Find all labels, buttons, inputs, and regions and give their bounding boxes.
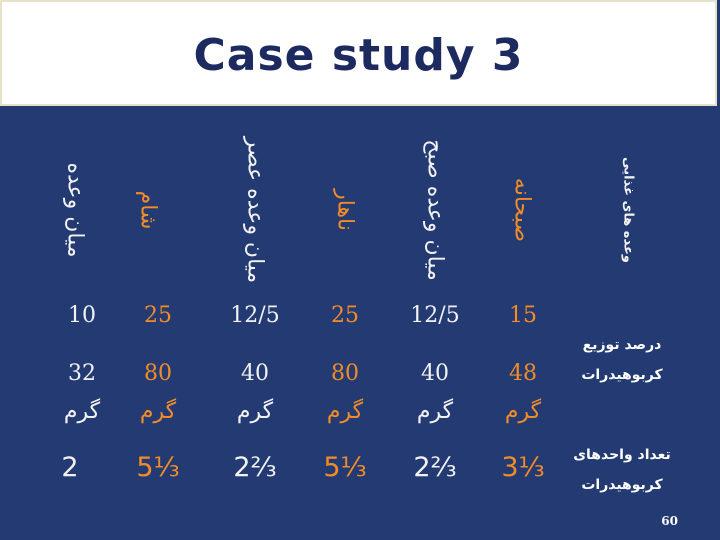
percent-afternoon-snack: 12/5: [230, 303, 280, 328]
grams-afternoon-snack: 40: [241, 361, 269, 386]
units-lunch: 5⅓: [323, 452, 367, 483]
row-label-distribution-line2: کربوهیدرات: [581, 367, 663, 383]
percent-dinner: 25: [144, 303, 172, 328]
header-afternoon-snack: میان وعده عصر: [225, 136, 285, 284]
unit-breakfast: گرم: [504, 399, 542, 424]
grams-morning-snack: 40: [421, 361, 449, 386]
header-dinner: شام: [118, 140, 178, 280]
unit-afternoon-snack: گرم: [236, 399, 274, 424]
row-label-units: تعداد واحدهای کربوهیدرات: [552, 440, 692, 500]
header-lunch-text: ناهار: [332, 189, 358, 231]
header-meals: وعده های غذایی: [597, 140, 657, 280]
percent-morning-snack: 12/5: [410, 303, 460, 328]
row-label-units-line2: کربوهیدرات: [581, 477, 663, 493]
row-label-distribution: درصد توزیع کربوهیدرات: [552, 330, 692, 390]
units-afternoon-snack: 2⅔: [233, 452, 277, 483]
unit-morning-snack: گرم: [416, 399, 454, 424]
unit-dinner: گرم: [139, 399, 177, 424]
slide-title: Case study 3: [193, 30, 524, 81]
header-morning-snack: میان وعده صبح: [405, 139, 465, 281]
header-breakfast-text: صبحانه: [509, 177, 535, 243]
percent-breakfast: 15: [509, 303, 537, 328]
row-label-distribution-line1: درصد توزیع: [582, 337, 662, 353]
grams-breakfast: 48: [509, 361, 537, 386]
grams-snack: 32: [68, 361, 96, 386]
header-meals-text: وعده های غذایی: [620, 157, 636, 263]
header-afternoon-snack-text: میان وعده عصر: [242, 136, 268, 284]
title-box: Case study 3: [0, 0, 717, 106]
units-dinner: 5⅓: [136, 452, 180, 483]
header-dinner-text: شام: [135, 190, 161, 230]
header-morning-snack-text: میان وعده صبح: [422, 139, 448, 281]
header-lunch: ناهار: [315, 140, 375, 280]
page-number: 60: [661, 514, 678, 528]
header-breakfast: صبحانه: [492, 140, 552, 280]
unit-lunch: گرم: [326, 399, 364, 424]
units-breakfast: 3⅓: [501, 452, 545, 483]
header-snack: میان وعده: [45, 140, 105, 280]
row-label-units-line1: تعداد واحدهای: [573, 447, 671, 463]
grams-lunch: 80: [331, 361, 359, 386]
percent-lunch: 25: [331, 303, 359, 328]
units-snack: 2: [61, 452, 79, 483]
percent-snack: 10: [68, 303, 96, 328]
units-morning-snack: 2⅔: [413, 452, 457, 483]
unit-snack: گرم: [63, 399, 101, 424]
header-snack-text: میان وعده: [62, 162, 88, 258]
grams-dinner: 80: [144, 361, 172, 386]
